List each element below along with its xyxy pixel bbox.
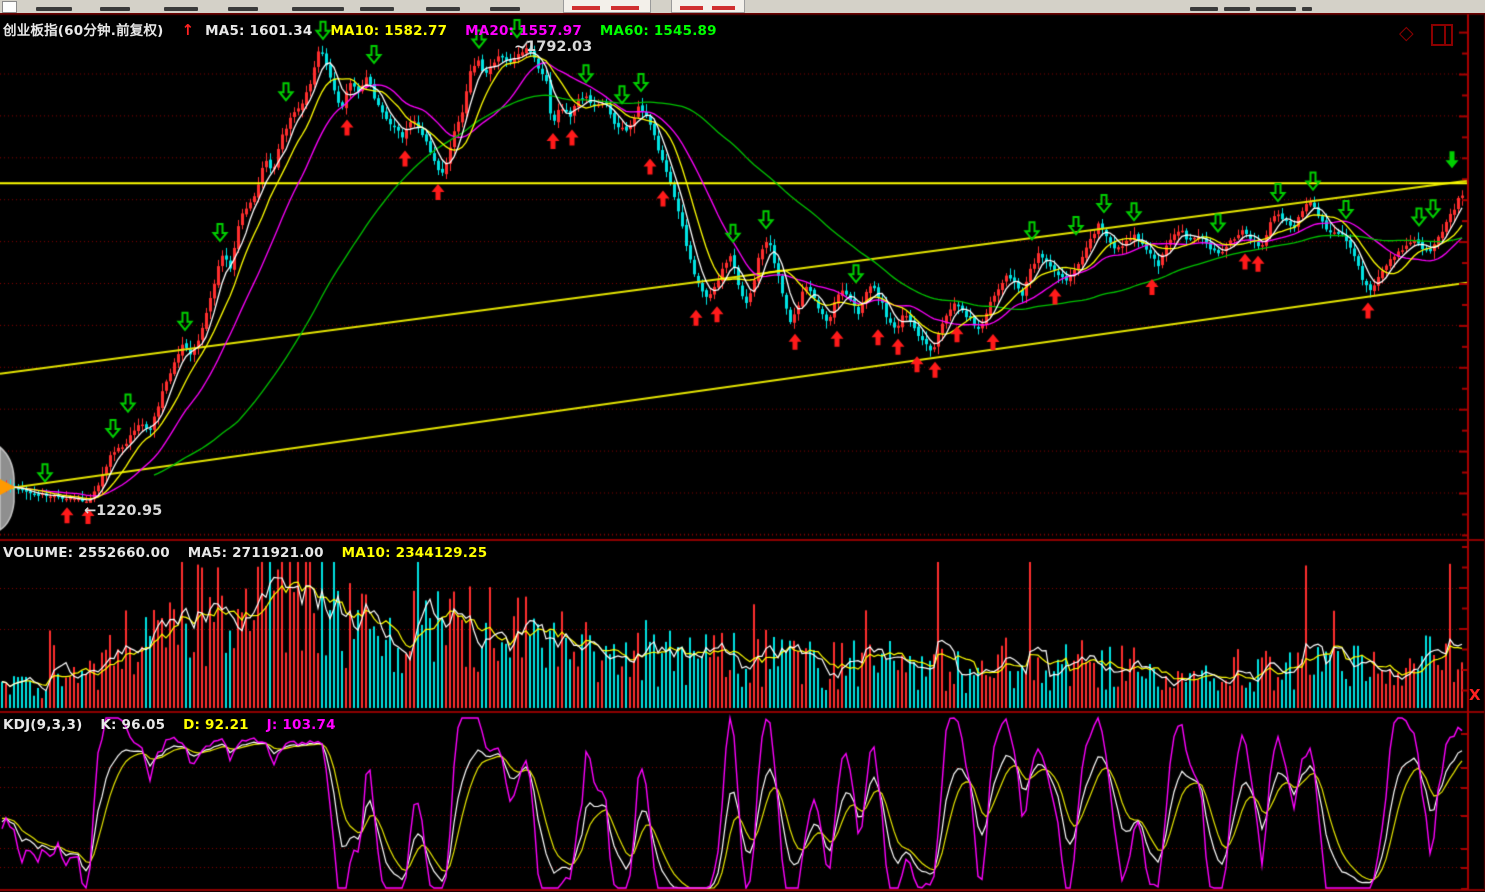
menu-item[interactable] (228, 7, 258, 11)
ma10-label: MA10: 1582.77 (330, 23, 448, 39)
close-panel-icon[interactable]: X (1469, 686, 1481, 704)
menu-item[interactable] (360, 7, 394, 11)
chart-title: 创业板指(60分钟.前复权) (3, 23, 164, 39)
menu-item[interactable] (1256, 7, 1296, 11)
toolbar-icon[interactable] (2, 1, 17, 13)
high-price-annotation: ~1792.03 (514, 39, 593, 55)
volume-ma10-label: MA10: 2344129.25 (341, 545, 488, 561)
ma60-label: MA60: 1545.89 (599, 23, 717, 39)
menu-item[interactable] (36, 7, 72, 11)
menu-button[interactable] (671, 0, 745, 13)
menu-item[interactable] (426, 7, 460, 11)
low-price-annotation: ←1220.95 (84, 503, 163, 519)
diamond-icon[interactable]: ◇ (1399, 22, 1414, 44)
main-chart-header: 创业板指(60分钟.前复权) ↑ MA5: 1601.34 MA10: 1582… (3, 19, 730, 39)
kdj-k-label: K: 96.05 (100, 717, 166, 733)
ma5-label: MA5: 1601.34 (205, 23, 313, 39)
ma20-label: MA20: 1557.97 (465, 23, 582, 39)
volume-header: VOLUME: 2552660.00 MA5: 2711921.00 MA10:… (3, 545, 500, 561)
kdj-j-label: J: 103.74 (266, 717, 336, 733)
menu-item[interactable] (1190, 7, 1218, 11)
menu-bar[interactable] (0, 0, 1485, 14)
volume-ma5-label: MA5: 2711921.00 (187, 545, 324, 561)
split-panes-icon[interactable] (1431, 24, 1453, 46)
up-arrow-icon: ↑ (181, 21, 195, 39)
menu-item[interactable] (292, 7, 344, 11)
kdj-d-label: D: 92.21 (183, 717, 249, 733)
menu-item[interactable] (490, 7, 520, 11)
kdj-label: KDJ(9,3,3) (3, 717, 83, 733)
kdj-header: KDJ(9,3,3) K: 96.05 D: 92.21 J: 103.74 (3, 717, 349, 733)
menu-item[interactable] (100, 7, 130, 11)
menu-button[interactable] (563, 0, 651, 13)
menu-item[interactable] (1302, 7, 1312, 11)
menu-item[interactable] (164, 7, 198, 11)
volume-label: VOLUME: 2552660.00 (3, 545, 170, 561)
menu-item[interactable] (1224, 7, 1250, 11)
